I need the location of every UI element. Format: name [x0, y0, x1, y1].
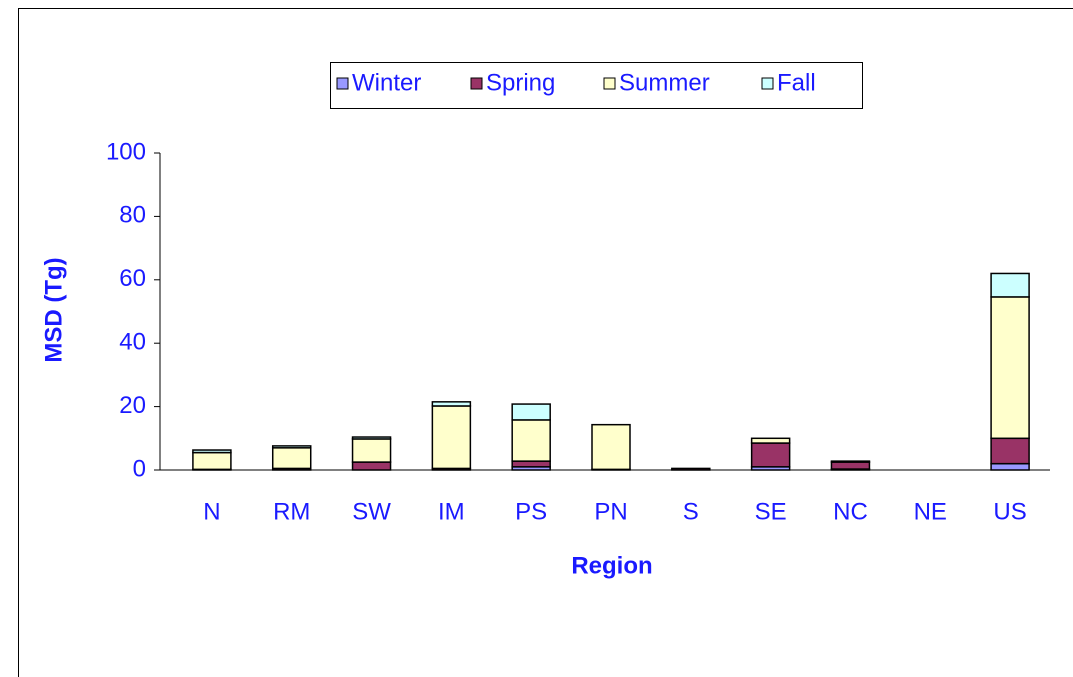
x-tick-label: SW: [352, 498, 391, 525]
bar-segment: [990, 272, 1030, 298]
y-tick-label: 80: [119, 202, 146, 229]
x-tick-label: NC: [833, 498, 868, 525]
bar-segment: [511, 419, 551, 462]
bar-segment: [990, 437, 1030, 465]
x-tick-label: S: [683, 498, 699, 525]
legend-label: Summer: [619, 69, 710, 96]
bar-segment: [351, 461, 392, 471]
legend-label: Fall: [777, 69, 816, 96]
x-tick-label: PN: [594, 498, 627, 525]
legend-swatch: [761, 77, 774, 90]
bar-segment: [511, 460, 551, 468]
bar-segment: [830, 460, 871, 463]
bar-segment: [990, 462, 1030, 471]
bar-segment: [750, 442, 791, 468]
legend-label: Spring: [486, 69, 555, 96]
bar-segment: [671, 467, 711, 471]
bar-segment: [351, 438, 392, 463]
legend-box: [330, 62, 863, 109]
x-tick-label: US: [993, 498, 1026, 525]
y-tick-label: 40: [119, 329, 146, 356]
y-tick-label: 20: [119, 392, 146, 419]
legend-swatch: [336, 77, 349, 90]
bar-segment: [351, 436, 392, 440]
bar-segment: [750, 437, 791, 444]
bar-segment: [830, 461, 871, 470]
bar-segment: [990, 296, 1030, 440]
x-tick-label: RM: [273, 498, 310, 525]
y-tick-label: 100: [106, 138, 146, 165]
y-tick-label: 0: [133, 455, 146, 482]
bar-segment: [431, 405, 472, 470]
bar-segment: [511, 403, 551, 421]
bar-segment: [591, 423, 631, 471]
x-tick-label: IM: [438, 498, 465, 525]
x-axis-label: Region: [571, 552, 652, 579]
bar-segment: [431, 401, 472, 407]
bar-segment: [271, 447, 312, 470]
legend-label: Winter: [352, 69, 421, 96]
legend-swatch: [470, 77, 483, 90]
x-tick-label: SE: [755, 498, 787, 525]
x-tick-label: NE: [914, 498, 947, 525]
y-axis-label: MSD (Tg): [40, 257, 67, 362]
bar-segment: [271, 445, 312, 449]
x-tick-label: N: [203, 498, 220, 525]
legend-swatch: [603, 77, 616, 90]
bar-segment: [192, 449, 232, 454]
frame: [18, 8, 1073, 677]
bar-segment: [192, 451, 232, 471]
y-tick-label: 60: [119, 265, 146, 292]
x-tick-label: PS: [515, 498, 547, 525]
